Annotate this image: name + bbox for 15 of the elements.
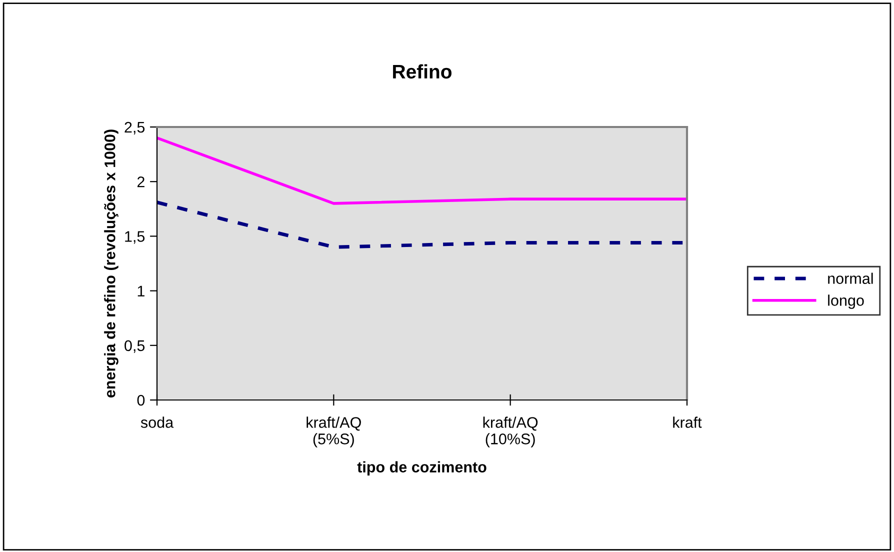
y-axis-title: energia de refino (revoluções x 1000)	[104, 130, 118, 398]
x-tick-label: kraft/AQ (5%S)	[306, 416, 361, 448]
x-tick-label: kraft	[673, 416, 702, 428]
chart-title: Refino	[393, 64, 452, 79]
x-tick-label: soda	[140, 416, 174, 428]
y-tick-label: 1,5	[125, 231, 145, 244]
y-tick-label: 1	[138, 286, 144, 296]
x-axis-title: tipo de cozimento	[357, 461, 486, 476]
y-tick-label: 0,5	[124, 340, 145, 353]
y-tick-label: 0	[137, 394, 145, 406]
legend-label: longo	[828, 294, 864, 309]
legend-label: normal	[828, 272, 873, 284]
x-tick-label: kraft/AQ (10%S)	[483, 416, 538, 448]
y-tick-label: 2,5	[124, 122, 145, 134]
y-tick-label: 2	[137, 176, 144, 188]
